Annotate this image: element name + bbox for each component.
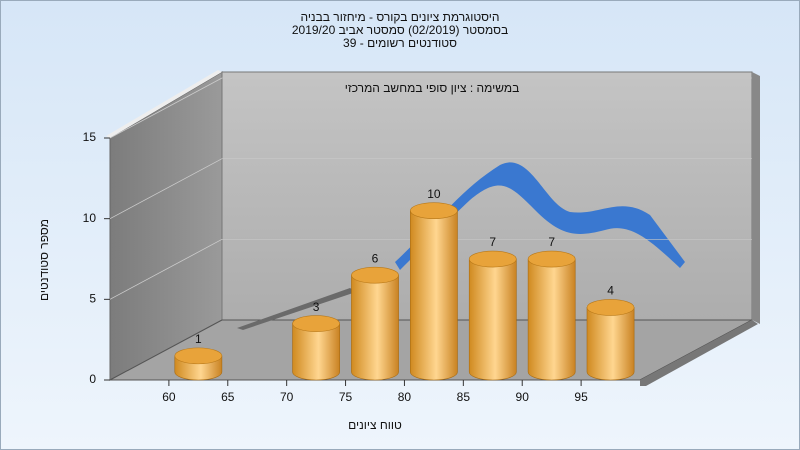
y-tick-label: 0	[89, 372, 96, 386]
ribbon	[237, 288, 356, 330]
bar-part	[527, 250, 576, 268]
data-label: 4	[607, 284, 614, 298]
annotation: במשימה : ציון סופי במחשב המרכזי	[345, 81, 520, 95]
bar-part	[292, 323, 340, 381]
data-label: 7	[489, 235, 496, 249]
ribbon	[395, 162, 685, 270]
y-tick-label: 5	[89, 292, 96, 306]
bar-part	[351, 266, 399, 284]
bar-part	[174, 347, 223, 365]
chart-subtitle: בסמסטר (02/2019) סמסטר אביב 2019/20	[292, 23, 508, 37]
chart-title: היסטוגרמת ציונים בקורס - מיחזור בבניה	[300, 10, 499, 24]
y-axis-label: מספר סטודנטים	[37, 219, 51, 301]
y-tick-label: 15	[83, 130, 97, 144]
data-label: 3	[313, 300, 320, 314]
bar	[351, 266, 399, 381]
chart-subtitle: סטודנטים רשומים - 39	[343, 36, 457, 50]
bar-part	[410, 202, 458, 219]
bar-part	[468, 258, 517, 381]
x-tick-label: 60	[162, 390, 176, 404]
grid-line	[109, 77, 223, 139]
x-tick-label: 80	[398, 390, 412, 404]
bar	[468, 250, 517, 381]
data-label: 7	[548, 235, 555, 249]
x-tick-label: 90	[516, 390, 530, 404]
grid-line	[109, 158, 223, 220]
bar-part	[292, 315, 340, 332]
data-label: 1	[195, 332, 202, 346]
bar-part	[527, 258, 576, 381]
bar-part	[586, 307, 635, 381]
wall-edge	[752, 72, 760, 324]
grid-line	[109, 238, 223, 300]
bar	[174, 347, 223, 381]
x-tick-label: 65	[221, 390, 235, 404]
bar	[292, 315, 340, 381]
wall-edge	[106, 70, 222, 138]
bar-part	[468, 250, 517, 268]
data-label: 6	[372, 251, 379, 265]
bar	[410, 202, 458, 381]
floor-edge	[640, 320, 758, 386]
bar-part	[410, 210, 458, 381]
x-tick-label: 95	[574, 390, 588, 404]
data-label: 10	[427, 187, 441, 201]
x-axis-label: טווח ציונים	[348, 418, 402, 432]
x-tick-label: 75	[339, 390, 353, 404]
bar	[586, 299, 635, 381]
bar-part	[351, 274, 399, 381]
bar-part	[586, 299, 635, 316]
x-tick-label: 70	[280, 390, 294, 404]
x-tick-label: 85	[457, 390, 471, 404]
y-tick-label: 10	[83, 211, 97, 225]
bar	[527, 250, 576, 381]
